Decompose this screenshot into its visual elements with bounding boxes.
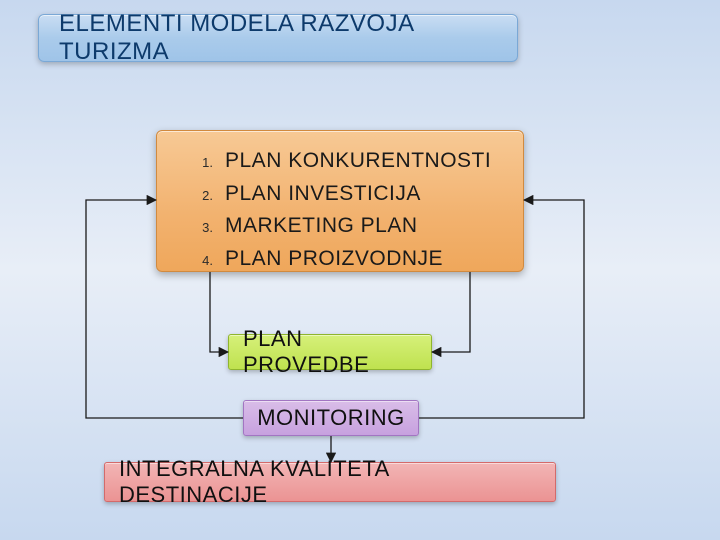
monitoring-box: MONITORING [243,400,419,436]
plan-number: 4. [179,251,225,271]
slide: ELEMENTI MODELA RAZVOJA TURIZMA 1. PLAN … [0,0,720,540]
plans-box: 1. PLAN KONKURENTNOSTI 2. PLAN INVESTICI… [156,130,524,272]
provedbe-box: PLAN PROVEDBE [228,334,432,370]
plan-label: PLAN KONKURENTNOSTI [225,145,491,178]
integralna-text: INTEGRALNA KVALITETA DESTINACIJE [119,456,541,508]
plan-row: 2. PLAN INVESTICIJA [179,178,505,211]
integralna-box: INTEGRALNA KVALITETA DESTINACIJE [104,462,556,502]
title-bar: ELEMENTI MODELA RAZVOJA TURIZMA [38,14,518,62]
provedbe-text: PLAN PROVEDBE [243,326,417,378]
title-text: ELEMENTI MODELA RAZVOJA TURIZMA [59,10,497,66]
plan-row: 4. PLAN PROIZVODNJE [179,243,505,276]
plan-number: 2. [179,186,225,206]
plan-number: 3. [179,218,225,238]
plan-label: MARKETING PLAN [225,210,418,243]
plan-row: 3. MARKETING PLAN [179,210,505,243]
plan-label: PLAN PROIZVODNJE [225,243,443,276]
plan-row: 1. PLAN KONKURENTNOSTI [179,145,505,178]
plan-number: 1. [179,153,225,173]
plan-label: PLAN INVESTICIJA [225,178,421,211]
monitoring-text: MONITORING [257,405,405,431]
